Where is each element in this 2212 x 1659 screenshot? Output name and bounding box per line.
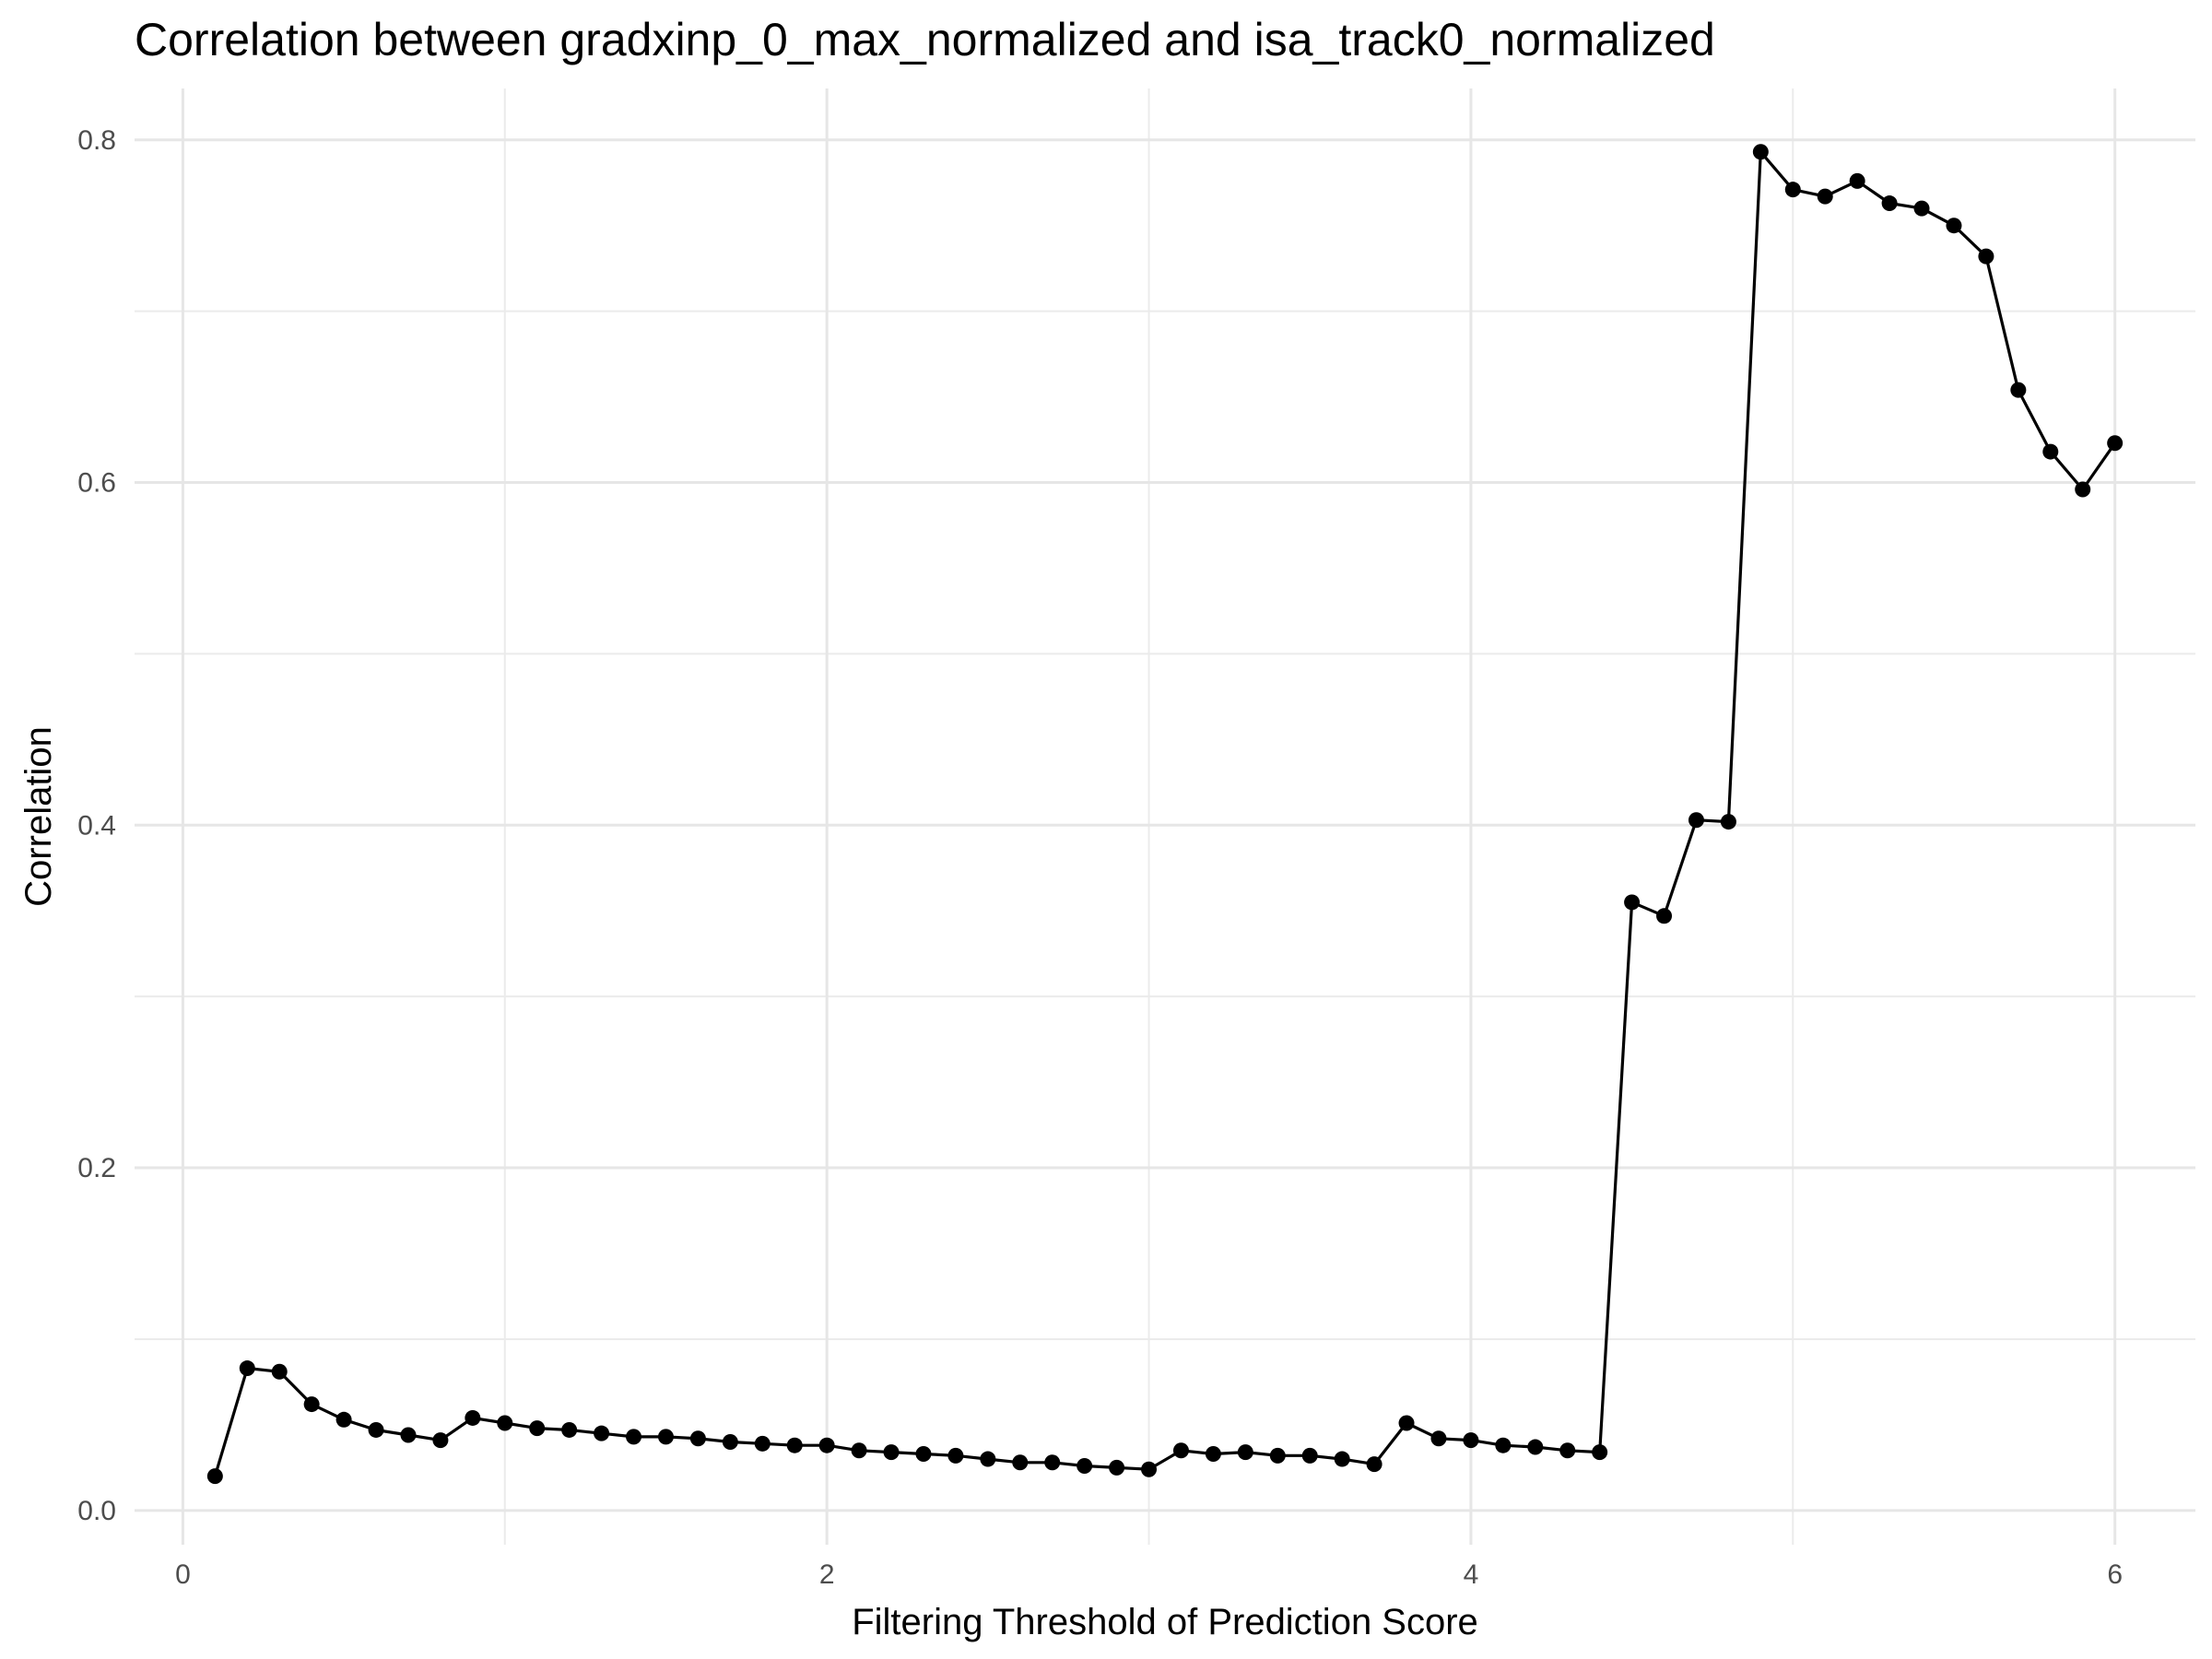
data-point [1109,1459,1125,1476]
data-point [2075,481,2091,498]
minor-grid [135,88,2195,1545]
data-point [1334,1451,1350,1467]
data-point [1044,1454,1061,1471]
data-point [1688,812,1704,829]
data-point [851,1442,867,1459]
data-point [1237,1444,1253,1461]
data-point [1012,1454,1029,1471]
chart-title: Correlation between gradxinp_0_max_norma… [135,14,1715,65]
data-point [1720,814,1736,830]
data-point [561,1421,578,1438]
data-point [1463,1432,1479,1449]
x-axis-title: Filtering Threshold of Prediction Score [852,1602,1478,1642]
x-tick-labels: 0 2 4 6 [175,1559,2123,1590]
data-point [239,1360,255,1377]
data-point [1366,1456,1382,1473]
data-point [1301,1447,1318,1464]
data-point [1430,1430,1447,1447]
data-point [1172,1442,1189,1459]
data-point [303,1396,320,1413]
data-point [2042,443,2059,460]
data-point [915,1445,932,1462]
data-point [432,1432,449,1449]
data-point [1527,1439,1544,1455]
y-tick-label: 0.6 [77,468,116,499]
data-point [1495,1437,1512,1453]
data-point [400,1427,417,1443]
data-point [1881,195,1898,212]
data-point [368,1421,384,1438]
data-point [1077,1457,1093,1474]
data-point [1817,188,1833,205]
data-point [657,1429,674,1445]
data-point [206,1468,223,1485]
data-point [1784,182,1801,198]
x-tick-label: 0 [175,1559,191,1590]
data-point [722,1433,738,1450]
data-point [818,1437,835,1453]
y-axis-title: Correlation [18,726,59,907]
y-tick-label: 0.4 [77,810,116,841]
y-tick-labels: 0.0 0.2 0.4 0.6 0.8 [77,125,116,1526]
data-point [1592,1444,1608,1461]
data-point [786,1437,803,1453]
data-point [1141,1461,1158,1477]
data-point [1849,172,1865,189]
data-point [335,1411,352,1428]
data-point [980,1451,996,1467]
data-point [497,1415,513,1431]
y-tick-label: 0.2 [77,1153,116,1183]
data-point [689,1430,706,1447]
y-tick-label: 0.8 [77,125,116,156]
data-point [2010,382,2027,398]
data-point [1398,1415,1415,1431]
data-point [947,1447,964,1464]
series-points [206,144,2124,1485]
x-tick-label: 6 [2107,1559,2123,1590]
data-point [271,1363,288,1380]
data-point [529,1420,546,1437]
data-point [1656,908,1673,924]
data-point [754,1435,771,1452]
data-point [1559,1442,1576,1459]
series-lines [213,150,2117,1477]
major-grid [135,88,2195,1545]
data-point [1269,1447,1286,1464]
data-point [594,1425,610,1441]
data-point [1752,144,1769,160]
y-tick-label: 0.0 [77,1496,116,1526]
data-point [1913,200,1930,217]
data-point [465,1409,481,1426]
data-point [2107,435,2124,452]
data-point [1946,218,1962,234]
data-point [626,1429,642,1445]
data-point [1978,248,1994,265]
data-point [883,1444,900,1461]
x-tick-label: 2 [819,1559,835,1590]
data-point [1624,894,1641,911]
x-tick-label: 4 [1464,1559,1479,1590]
series-line [213,150,2117,1477]
data-point [1205,1445,1221,1462]
